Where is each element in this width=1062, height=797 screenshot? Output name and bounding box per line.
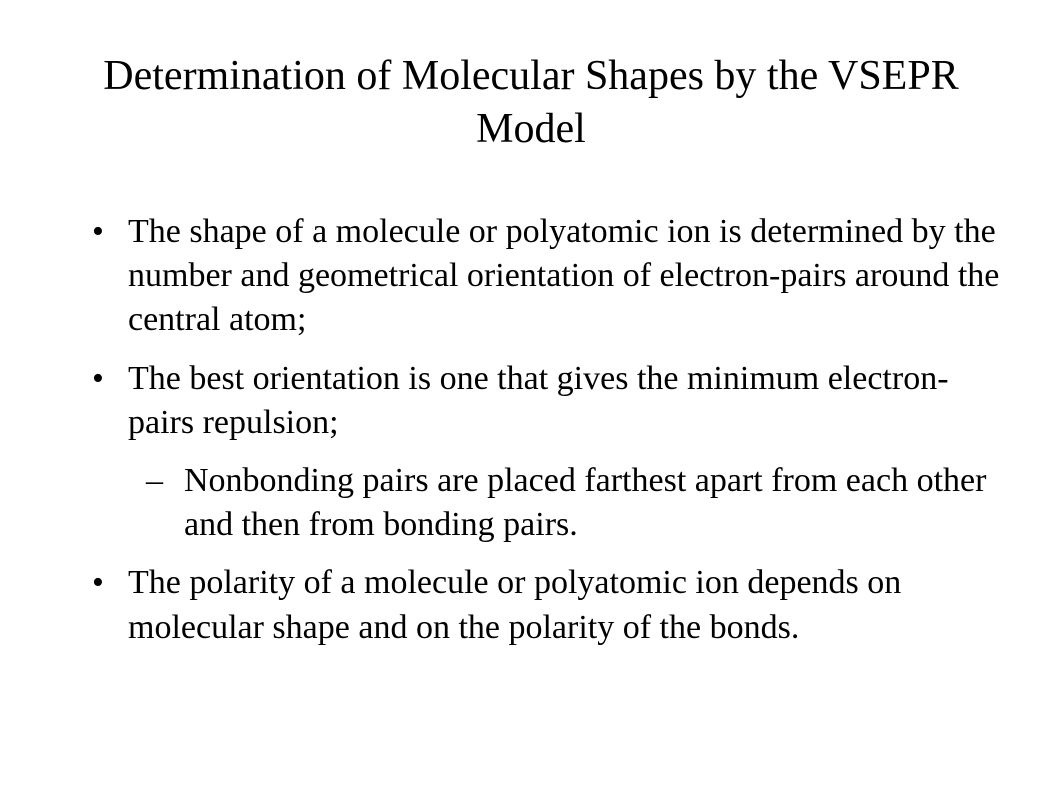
bullet-item: The best orientation is one that gives t… — [80, 357, 1002, 548]
slide-content: The shape of a molecule or polyatomic io… — [60, 210, 1002, 650]
bullet-text: The best orientation is one that gives t… — [128, 360, 949, 441]
bullet-text: The shape of a molecule or polyatomic io… — [128, 213, 999, 338]
bullet-item: The shape of a molecule or polyatomic io… — [80, 210, 1002, 343]
bullet-item: The polarity of a molecule or polyatomic… — [80, 561, 1002, 649]
sub-bullet-item: Nonbonding pairs are placed farthest apa… — [128, 459, 1002, 547]
sub-bullet-list: Nonbonding pairs are placed farthest apa… — [128, 459, 1002, 547]
bullet-list: The shape of a molecule or polyatomic io… — [80, 210, 1002, 650]
sub-bullet-text: Nonbonding pairs are placed farthest apa… — [184, 462, 986, 543]
slide-title: Determination of Molecular Shapes by the… — [60, 50, 1002, 155]
bullet-text: The polarity of a molecule or polyatomic… — [128, 564, 901, 645]
